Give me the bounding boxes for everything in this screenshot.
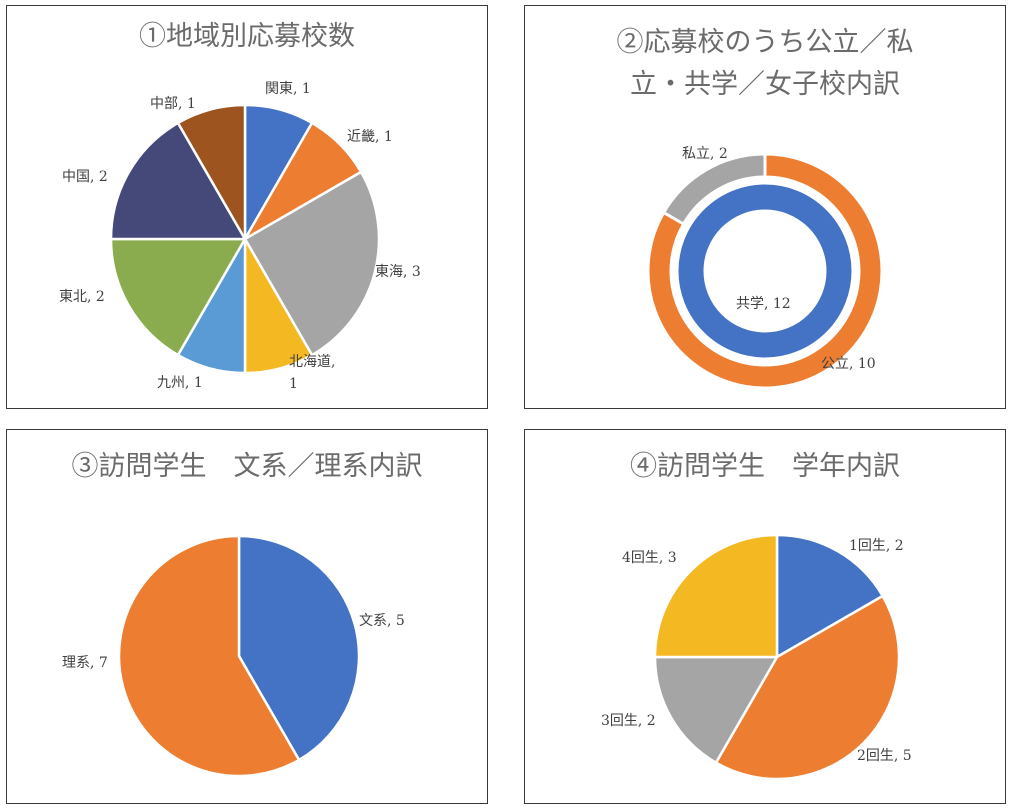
data-label-理系: 理系, 7: [62, 655, 108, 671]
chart-title: ①地域別応募校数: [139, 21, 355, 52]
chart-panel-school-type: ②応募校のうち公立／私 立・共学／女子校内訳 公立, 10 私立, 2 共学, 12: [524, 5, 1006, 409]
pie-slice-中国: [109, 121, 247, 241]
pie-slice-中部: [176, 103, 247, 241]
pie-slice-2回生: [714, 594, 901, 781]
doughnut-chart-school-type: 公立, 10 私立, 2 共学, 12: [646, 146, 884, 390]
data-label-私立: 私立, 2: [682, 146, 728, 162]
pie-slice-東海: [243, 170, 381, 357]
data-label-2回生: 2回生, 5: [857, 748, 912, 764]
data-label-3回生: 3回生, 2: [601, 713, 656, 729]
data-label-九州: 九州, 1: [157, 375, 203, 391]
pie-slice-文系: [237, 534, 361, 762]
data-label-公立: 公立, 10: [821, 356, 876, 372]
data-label-共学: 共学, 12: [736, 296, 791, 312]
pie-slice-東北: [109, 237, 247, 357]
data-label-東海: 東海, 3: [375, 264, 421, 280]
pie-slice-3回生: [653, 655, 779, 764]
pie-slice-4回生: [653, 533, 779, 659]
pie-chart-regional: 関東, 1 近畿, 1 東海, 3 北海道, 1 九州, 1 東北, 2 中国, 2 中部, 1: [59, 81, 421, 392]
data-label-北海道: 北海道, 1: [289, 354, 335, 392]
data-label-東北: 東北, 2: [59, 289, 105, 305]
data-label-関東: 関東, 1: [265, 81, 311, 97]
pie-slice-理系: [117, 534, 301, 778]
data-label-文系: 文系, 5: [359, 613, 405, 629]
data-label-1回生: 1回生, 2: [849, 538, 904, 554]
pie-chart-grade: 1回生, 2 2回生, 5 3回生, 2 4回生, 3: [601, 533, 912, 781]
doughnut-segment-私立: [661, 152, 767, 227]
doughnut-segment-共学: [675, 181, 855, 361]
chart-panel-regional: ①地域別応募校数 関東, 1 近畿, 1 東海, 3 北海道, 1 九州, 1 東北, 2 中…: [6, 5, 488, 409]
chart-title: ④訪問学生 学年内訳: [630, 451, 900, 482]
doughnut-segment-公立: [646, 152, 884, 390]
data-label-中部: 中部, 1: [150, 96, 196, 112]
data-label-4回生: 4回生, 3: [622, 550, 677, 566]
chart-panel-major: ③訪問学生 文系／理系内訳 文系, 5 理系, 7: [6, 429, 488, 804]
data-label-中国: 中国, 2: [62, 169, 108, 185]
data-label-近畿: 近畿, 1: [347, 129, 393, 145]
pie-chart-major: 文系, 5 理系, 7: [62, 534, 405, 778]
chart-panel-grade: ④訪問学生 学年内訳 1回生, 2 2回生, 5 3回生, 2 4回生, 3: [524, 429, 1006, 804]
chart-title: ②応募校のうち公立／私 立・共学／女子校内訳: [616, 27, 914, 100]
pie-slice-1回生: [775, 533, 884, 659]
chart-title: ③訪問学生 文系／理系内訳: [71, 451, 423, 482]
